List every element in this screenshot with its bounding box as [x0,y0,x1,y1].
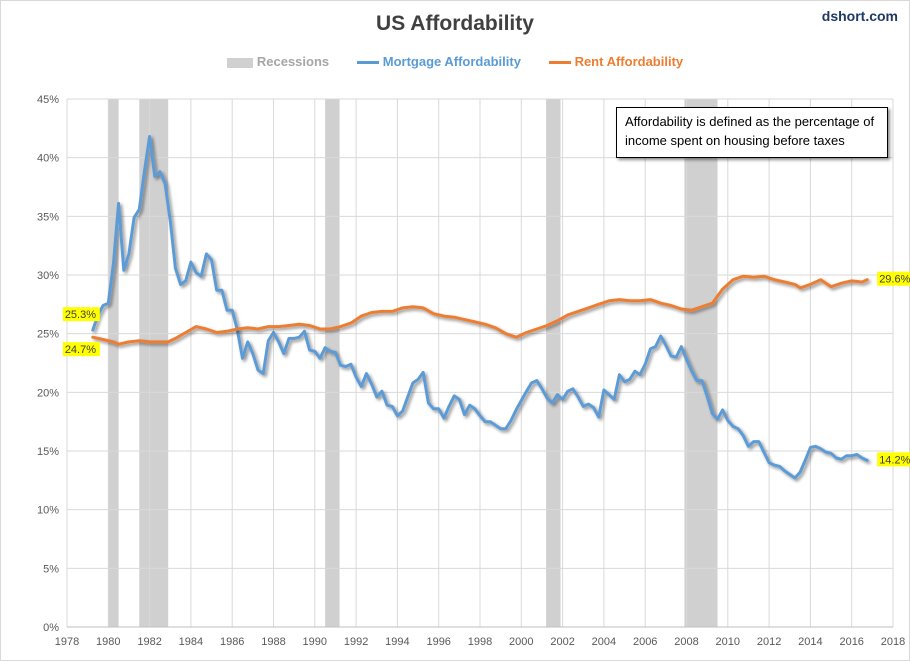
data-label-background [877,452,910,467]
rent-affordability-line [91,274,869,346]
x-tick-label: 1994 [385,636,409,648]
annotation-box: Affordability is defined as the percenta… [616,107,888,158]
data-label-text: 24.7% [65,344,96,356]
data-label-background [62,342,100,357]
x-tick-label: 1998 [468,636,492,648]
x-tick-label: 1986 [220,636,244,648]
legend-label-rent: Rent Affordability [574,54,684,70]
x-tick-label: 2006 [633,636,657,648]
data-label-background [62,307,100,322]
legend-item-recessions: Recessions [226,54,330,70]
mortgage-affordability-line [91,135,869,480]
data-label-text: 14.2% [879,454,910,466]
x-tick-label: 2016 [839,636,863,648]
recession-band [108,99,119,627]
y-tick-label: 25% [37,329,59,341]
legend: Recessions Mortgage Affordability Rent A… [0,53,910,69]
mortgage-line-swatch-icon [356,61,379,65]
x-tick-label: 1980 [96,636,120,648]
legend-item-mortgage: Mortgage Affordability [356,54,521,70]
brand-label: dshort.com [821,8,898,24]
y-tick-label: 30% [37,270,59,282]
y-tick-label: 5% [43,563,59,575]
rent-end-label: 29.6% [877,271,910,286]
x-tick-label: 2002 [550,636,574,648]
x-tick-label: 2012 [757,636,781,648]
legend-label-mortgage: Mortgage Affordability [382,54,521,70]
x-tick-label: 2018 [881,636,905,648]
x-tick-label: 1982 [137,636,161,648]
x-tick-label: 2000 [509,636,533,648]
recession-swatch-icon [226,57,253,68]
y-tick-label: 0% [43,622,59,634]
data-label-text: 29.6% [879,274,910,286]
x-tick-label: 1978 [55,636,79,648]
x-tick-label: 1984 [179,636,203,648]
x-tick-label: 2004 [592,636,616,648]
rent-line-swatch-icon [548,61,571,65]
x-tick-label: 1996 [426,636,450,648]
mortgage-start-label: 25.3% [62,307,100,322]
recession-band [325,99,340,627]
y-tick-label: 40% [37,153,59,165]
legend-item-rent: Rent Affordability [548,54,684,70]
x-tick-label: 2010 [716,636,740,648]
legend-label-recessions: Recessions [256,54,330,70]
x-tick-label: 1988 [261,636,285,648]
x-tick-label: 2014 [798,636,822,648]
x-tick-label: 1992 [344,636,368,648]
y-tick-label: 35% [37,211,59,223]
annotation-text: Affordability is defined as the percenta… [625,114,875,148]
rent-start-label: 24.7% [62,342,100,357]
data-label-text: 25.3% [65,309,96,321]
y-tick-label: 15% [37,446,59,458]
x-tick-label: 1990 [303,636,327,648]
x-tick-label: 2008 [674,636,698,648]
data-label-background [877,271,910,286]
recession-band [546,99,561,627]
y-tick-label: 45% [37,94,59,106]
y-tick-label: 10% [37,505,59,517]
y-tick-label: 20% [37,387,59,399]
mortgage-end-label: 14.2% [877,452,910,467]
recession-band [684,99,718,627]
chart-title: US Affordability [376,12,534,35]
recession-band [139,99,169,627]
